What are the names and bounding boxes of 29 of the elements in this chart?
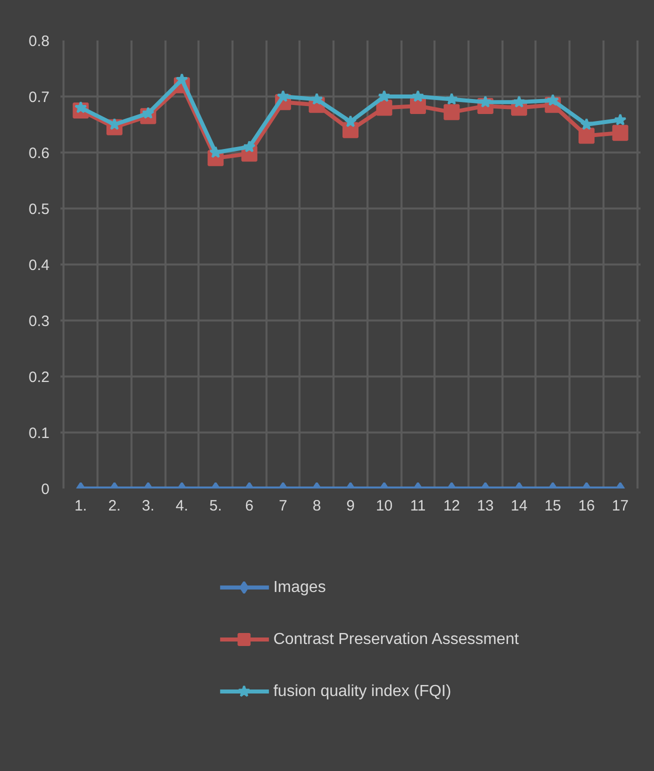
y-tick-label: 0.2 — [28, 369, 50, 386]
y-tick-label: 0.3 — [28, 313, 50, 330]
x-tick-label: 11 — [410, 498, 426, 514]
x-tick-label: 1. — [74, 498, 87, 514]
legend-label: fusion quality index (FQI) — [273, 683, 452, 700]
y-tick-label: 0.4 — [28, 257, 50, 274]
x-tick-label: 5. — [209, 498, 222, 514]
x-tick-label: 15 — [544, 498, 562, 514]
x-tick-label: 8 — [312, 498, 321, 514]
y-tick-label: 0.7 — [28, 89, 50, 106]
x-tick-label: 4. — [176, 498, 188, 514]
y-tick-label: 0.8 — [28, 33, 50, 50]
x-tick-label: 10 — [376, 498, 393, 514]
y-tick-label: 0 — [41, 481, 50, 498]
x-tick-label: 17 — [612, 498, 629, 514]
x-tick-label: 16 — [578, 498, 595, 514]
x-tick-label: 13 — [477, 498, 494, 514]
x-tick-label: 12 — [443, 498, 460, 514]
x-tick-label: 3. — [142, 498, 154, 514]
x-tick-label: 14 — [510, 498, 528, 514]
legend-label: Images — [273, 579, 326, 596]
y-tick-label: 0.1 — [28, 425, 50, 442]
y-tick-label: 0.6 — [28, 145, 50, 162]
x-tick-label: 7 — [278, 498, 288, 514]
legend-label: Contrast Preservation Assessment — [273, 631, 520, 648]
y-tick-label: 0.5 — [28, 201, 50, 218]
x-tick-label: 6 — [245, 498, 254, 514]
x-tick-label: 9 — [346, 498, 355, 514]
x-tick-label: 2. — [108, 498, 121, 514]
